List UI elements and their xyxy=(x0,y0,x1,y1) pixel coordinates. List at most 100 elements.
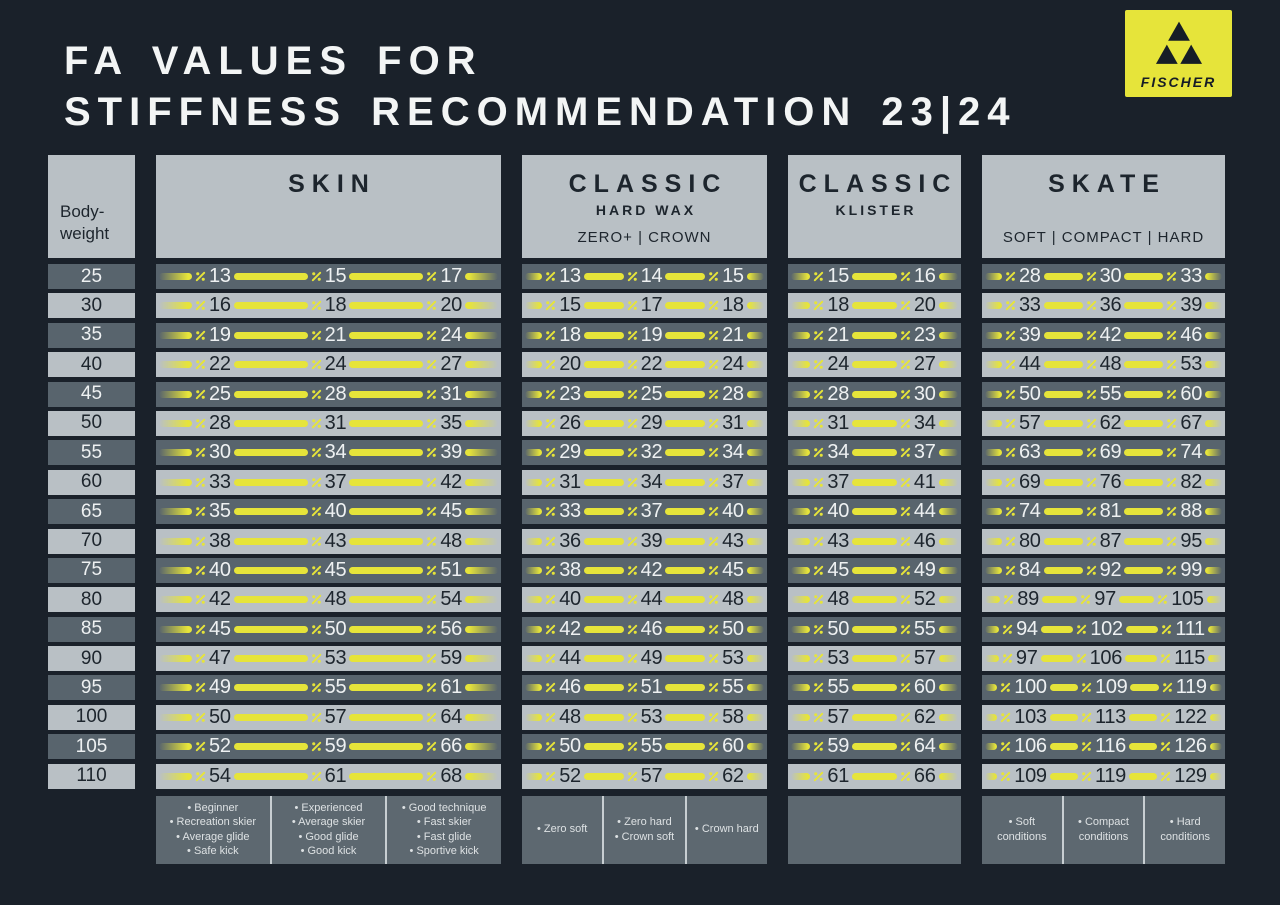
fa-value: 21 xyxy=(810,324,852,347)
fa-icon xyxy=(708,448,719,458)
fa-bar xyxy=(233,566,308,574)
fa-icon xyxy=(814,301,824,311)
fa-bar xyxy=(349,625,424,633)
fa-icon xyxy=(311,477,321,487)
fa-icon xyxy=(627,330,637,340)
fa-value: 57 xyxy=(308,706,350,729)
fa-fade-in xyxy=(791,449,811,457)
fa-value: 60 xyxy=(1163,383,1205,406)
fa-icon xyxy=(1081,595,1091,605)
classic-klister-cell: 55 60 xyxy=(788,675,961,701)
fa-icon xyxy=(814,506,824,517)
fa-value: 41 xyxy=(897,471,939,494)
fa-icon xyxy=(546,771,556,781)
skin-cell: 25 28 31 xyxy=(156,381,501,407)
fa-fade-in xyxy=(985,361,1002,369)
classic-klister-cell: 24 27 xyxy=(788,352,961,378)
fa-number: 23 xyxy=(913,323,936,346)
fa-fade-in xyxy=(159,302,192,310)
fa-icon xyxy=(814,389,824,399)
fa-fade-out xyxy=(1208,655,1223,663)
fa-value: 25 xyxy=(624,383,666,406)
fa-value: 22 xyxy=(624,353,666,376)
fa-number: 105 xyxy=(1171,588,1204,611)
classic-hard-wax-footer: Zero soft Zero hardCrown soft Crown hard xyxy=(522,795,767,864)
skin-cell: 30 34 39 xyxy=(156,440,501,466)
fa-fade-out xyxy=(938,655,958,663)
fa-number: 38 xyxy=(209,529,231,552)
fa-value: 35 xyxy=(423,412,465,435)
fa-fade-in xyxy=(791,302,811,310)
fa-number: 15 xyxy=(827,265,850,287)
skate-cell: 103 113 122 xyxy=(982,704,1225,730)
classic-klister-cell: 34 37 xyxy=(788,440,961,466)
fa-icon xyxy=(311,683,321,693)
fa-icon xyxy=(427,477,437,487)
fa-value: 40 xyxy=(308,500,350,523)
bodyweight-cell: 35 xyxy=(48,322,135,348)
fa-bar xyxy=(1124,302,1164,310)
fa-fade-in xyxy=(791,743,811,751)
fa-bar xyxy=(852,537,897,545)
fa-value: 17 xyxy=(423,265,465,288)
fa-bar xyxy=(233,508,308,516)
fa-bar xyxy=(1049,684,1078,692)
fa-icon xyxy=(195,330,206,340)
fa-icon xyxy=(427,301,437,311)
fa-number: 99 xyxy=(1180,558,1203,581)
fa-icon xyxy=(900,624,911,634)
fa-fade-out xyxy=(938,713,958,721)
fa-value: 115 xyxy=(1157,647,1208,670)
table-row: 60 33 37 42 31 34 37 37 41 69 76 82 xyxy=(48,469,1280,495)
classic-hard-wax-cell: 31 34 37 xyxy=(522,469,767,495)
fa-number: 37 xyxy=(913,441,936,464)
fa-number: 116 xyxy=(1095,735,1126,758)
fa-bar xyxy=(852,273,897,280)
skate-cell: 33 36 39 xyxy=(982,293,1225,319)
skin-cell: 35 40 45 xyxy=(156,499,501,525)
fa-number: 95 xyxy=(1180,529,1203,552)
fa-fade-out xyxy=(1206,596,1222,604)
fa-value: 129 xyxy=(1157,765,1209,788)
skate-cell: 97 106 115 xyxy=(982,646,1225,672)
fa-value: 34 xyxy=(308,441,350,464)
fa-bar xyxy=(349,508,424,516)
fa-fade-in xyxy=(985,390,1002,398)
fa-icon xyxy=(546,653,556,664)
fa-icon xyxy=(427,418,437,429)
fa-icon xyxy=(900,418,911,429)
classic-hard-wax-cell: 42 46 50 xyxy=(522,616,767,642)
fa-icon xyxy=(1167,565,1177,576)
fa-value: 60 xyxy=(897,676,939,699)
fa-fade-in xyxy=(159,596,192,604)
fa-icon xyxy=(546,536,556,546)
table-footer-row: BeginnerRecreation skierAverage glideSaf… xyxy=(48,795,1280,864)
fa-bar xyxy=(349,743,424,751)
fa-value: 49 xyxy=(897,559,939,582)
fa-number: 30 xyxy=(1099,265,1122,287)
fa-number: 80 xyxy=(1018,529,1041,552)
fa-icon xyxy=(1005,418,1016,429)
fa-number: 57 xyxy=(913,647,936,670)
fa-fade-out xyxy=(746,508,764,516)
fa-icon xyxy=(900,683,911,693)
fa-number: 49 xyxy=(913,558,936,581)
fa-value: 92 xyxy=(1083,559,1125,582)
fa-icon xyxy=(627,418,637,429)
fa-icon xyxy=(546,448,556,458)
fa-fade-out xyxy=(1205,478,1222,486)
fa-bar xyxy=(665,772,706,780)
fa-bar xyxy=(583,302,624,310)
fa-value: 24 xyxy=(308,353,350,376)
fa-bar xyxy=(665,390,706,398)
fa-value: 18 xyxy=(810,294,852,317)
fa-icon xyxy=(708,301,719,311)
fa-value: 62 xyxy=(705,765,747,788)
fa-number: 24 xyxy=(722,353,744,376)
fa-icon xyxy=(1161,771,1171,781)
fa-number: 66 xyxy=(440,735,462,758)
fa-value: 46 xyxy=(624,618,666,641)
fa-icon xyxy=(546,418,556,429)
fa-value: 52 xyxy=(542,765,584,788)
fa-icon xyxy=(195,506,206,517)
